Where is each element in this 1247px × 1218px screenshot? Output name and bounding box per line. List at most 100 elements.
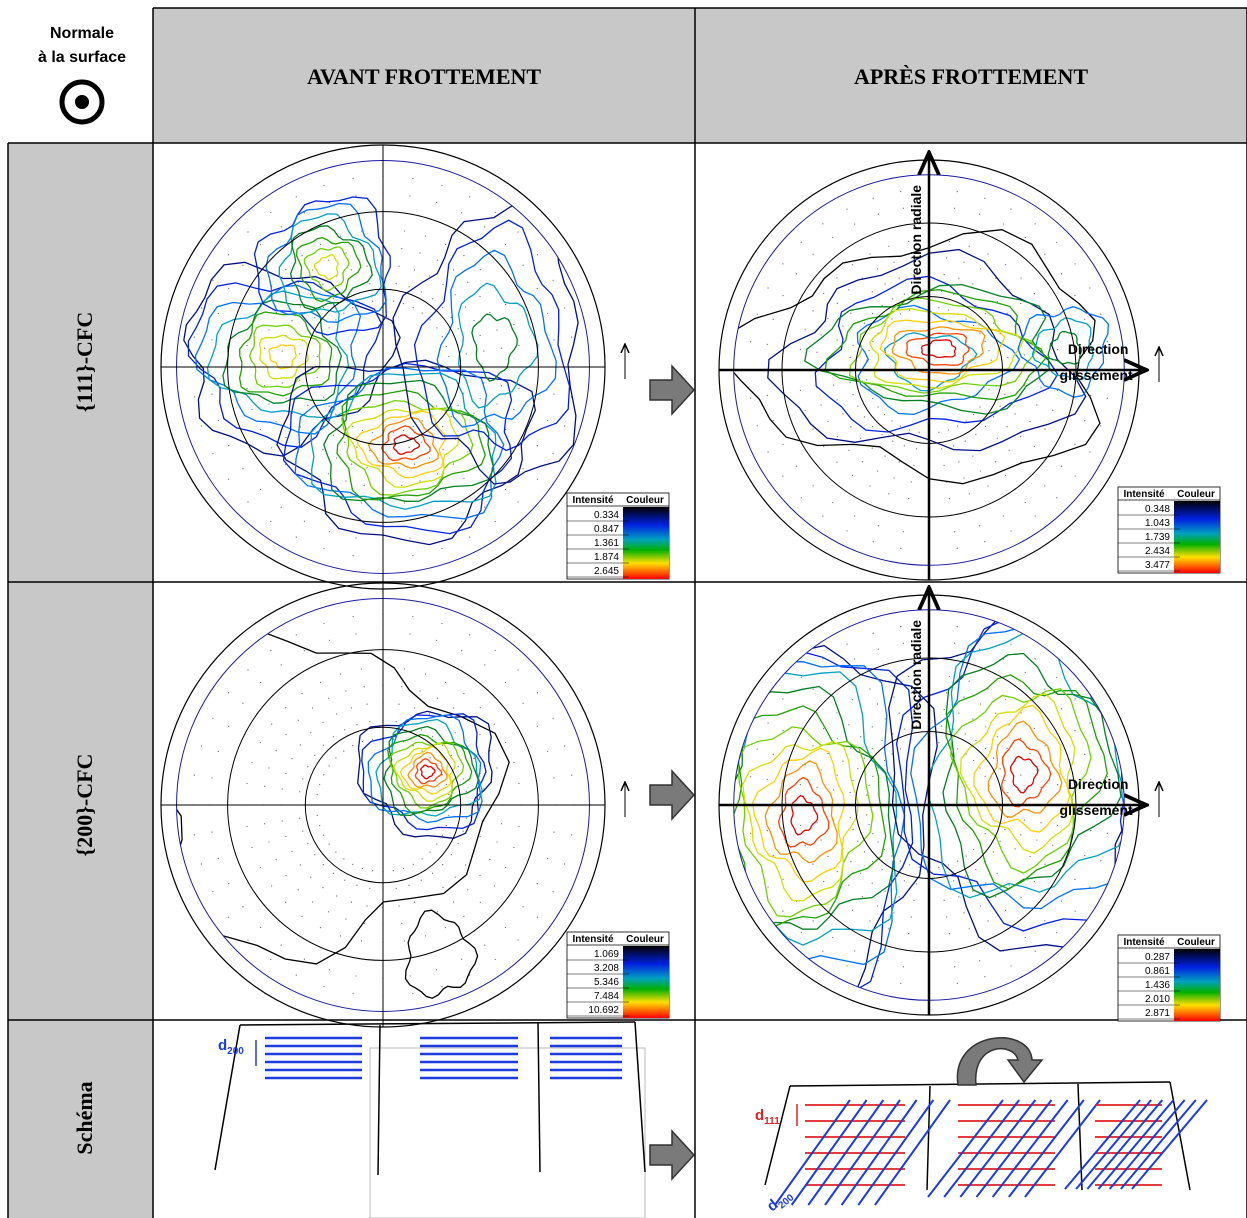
grid-dot bbox=[1034, 223, 1036, 225]
legend-value: 0.861 bbox=[1145, 966, 1170, 977]
grid-dot bbox=[339, 235, 342, 237]
grid-dot bbox=[850, 747, 852, 749]
contour bbox=[367, 416, 439, 469]
contour bbox=[804, 283, 1050, 415]
grid-dot bbox=[1056, 824, 1059, 826]
grid-dot bbox=[452, 901, 455, 903]
grid-dot bbox=[469, 196, 471, 198]
grid-dot bbox=[513, 323, 515, 326]
grid-dot bbox=[812, 253, 814, 255]
grid-dot bbox=[782, 475, 784, 477]
grid-dot bbox=[1044, 920, 1046, 922]
grid-dot bbox=[408, 286, 410, 288]
grid-dot bbox=[563, 745, 566, 747]
grid-dot bbox=[350, 463, 353, 465]
grid-dot bbox=[903, 445, 905, 447]
grid-dot bbox=[908, 429, 911, 431]
contour bbox=[1001, 738, 1052, 808]
grid-dot bbox=[409, 537, 411, 539]
grid-dot bbox=[883, 413, 886, 416]
grid-dot bbox=[1056, 349, 1059, 351]
grid-dot bbox=[965, 318, 967, 320]
grid-dot bbox=[494, 520, 496, 523]
grid-dot bbox=[461, 212, 463, 214]
grid-dot bbox=[303, 958, 305, 960]
grid-dot bbox=[795, 465, 798, 467]
grid-dot bbox=[953, 728, 955, 730]
grid-dot bbox=[800, 676, 802, 678]
legend-value: 0.287 bbox=[1145, 952, 1170, 963]
plane bbox=[790, 1099, 868, 1206]
grid-dot bbox=[782, 878, 784, 880]
grid-dot bbox=[898, 896, 900, 898]
grid-dot bbox=[863, 757, 866, 759]
grid-dot bbox=[979, 213, 981, 215]
grid-dot bbox=[484, 506, 486, 508]
grid-dot bbox=[398, 905, 400, 907]
grid-dot bbox=[483, 350, 485, 352]
grid-dot bbox=[940, 725, 943, 727]
grid-dot bbox=[863, 416, 866, 418]
grid-dot bbox=[211, 831, 213, 833]
grid-dot bbox=[322, 283, 324, 285]
grid-dot bbox=[958, 712, 960, 714]
schema-line bbox=[214, 1024, 241, 1171]
grid-dot bbox=[356, 446, 358, 448]
grid-dot bbox=[938, 866, 940, 868]
axis-label: Direction bbox=[1068, 341, 1129, 357]
grid-dot bbox=[979, 268, 982, 270]
grid-dot bbox=[291, 320, 293, 322]
grid-dot bbox=[1106, 341, 1108, 343]
grid-dot bbox=[450, 754, 452, 757]
grid-dot bbox=[356, 884, 358, 886]
grid-dot bbox=[1002, 223, 1004, 225]
grid-dot bbox=[242, 702, 244, 704]
grid-dot bbox=[1044, 485, 1046, 487]
grid-dot bbox=[842, 325, 844, 327]
grid-dot bbox=[553, 831, 555, 833]
grid-dot bbox=[1008, 884, 1010, 886]
grid-dot bbox=[1004, 829, 1006, 831]
grid-dot bbox=[938, 742, 940, 744]
grid-dot bbox=[987, 485, 989, 487]
grid-dot bbox=[987, 688, 989, 690]
grid-dot bbox=[846, 208, 848, 210]
grid-dot bbox=[1014, 848, 1016, 850]
grid-dot bbox=[505, 866, 507, 869]
grid-dot bbox=[938, 431, 940, 433]
grid-dot bbox=[820, 404, 822, 406]
grid-dot bbox=[247, 501, 249, 503]
grid-dot bbox=[888, 928, 890, 930]
contour bbox=[238, 311, 333, 397]
grid-dot bbox=[343, 312, 345, 314]
grid-dot bbox=[445, 824, 447, 827]
grid-dot bbox=[442, 306, 444, 308]
grid-dot bbox=[463, 477, 465, 479]
grid-dot bbox=[851, 699, 854, 701]
grid-dot bbox=[275, 858, 277, 861]
grid-dot bbox=[898, 712, 900, 714]
block-arrow bbox=[649, 769, 696, 821]
grid-dot bbox=[360, 502, 363, 504]
grid-dot bbox=[271, 447, 273, 449]
grid-dot bbox=[812, 485, 814, 487]
grid-dot bbox=[984, 541, 986, 543]
grid-dot bbox=[1074, 878, 1076, 880]
plane bbox=[1120, 1099, 1197, 1190]
schema-line bbox=[764, 1085, 791, 1186]
grid-dot bbox=[946, 257, 948, 259]
grid-dot bbox=[570, 336, 573, 338]
grid-dot bbox=[884, 718, 886, 720]
grid-dot bbox=[893, 912, 895, 914]
grid-dot bbox=[465, 353, 467, 355]
grid-dot bbox=[361, 867, 364, 869]
grid-dot bbox=[782, 698, 784, 700]
grid-dot bbox=[553, 777, 555, 779]
grid-dot bbox=[442, 426, 444, 428]
grid-dot bbox=[869, 688, 871, 690]
grid-dot bbox=[371, 870, 374, 872]
grid-dot bbox=[473, 758, 475, 760]
grid-dot bbox=[782, 295, 784, 297]
grid-dot bbox=[444, 927, 447, 929]
grid-dot bbox=[816, 786, 818, 788]
